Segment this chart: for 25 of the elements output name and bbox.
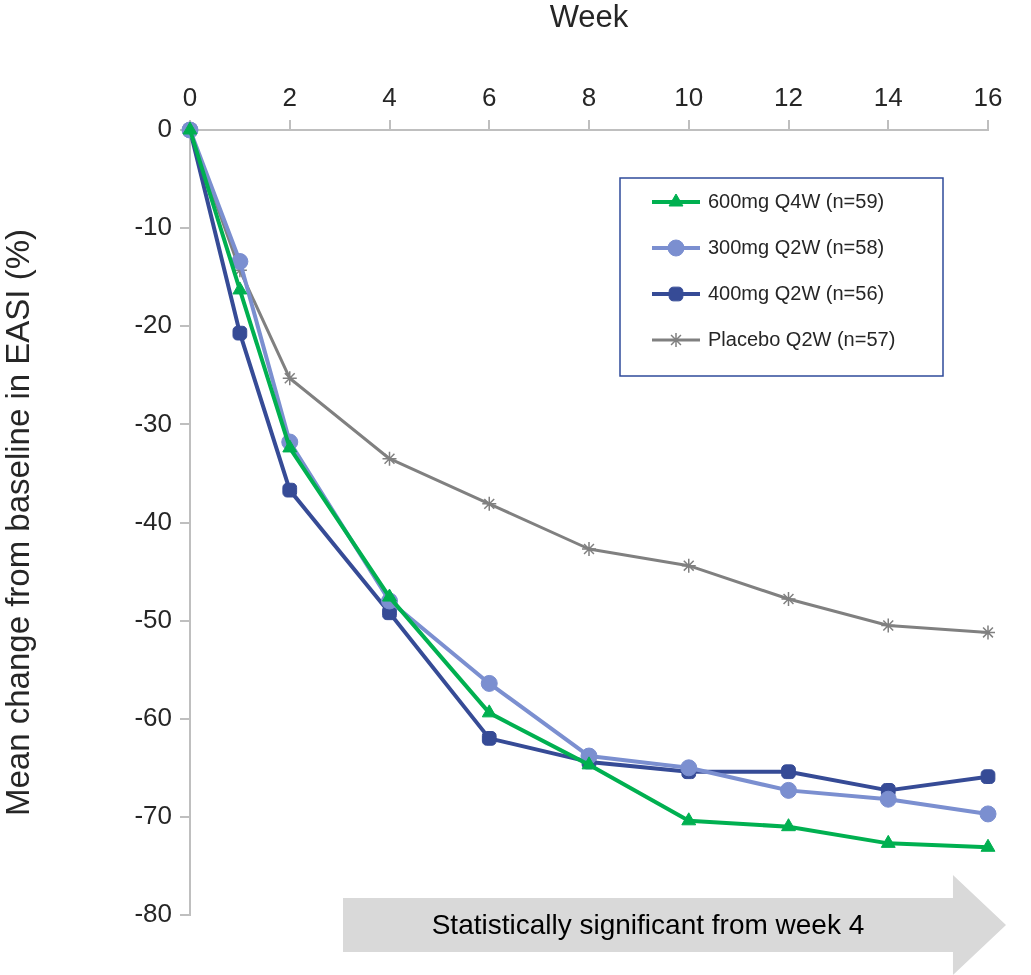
y-tick-label: -20 [134,309,172,340]
y-axis-title: Mean change from baseline in EASI (%) [0,229,36,816]
y-tick-label: 0 [157,113,172,144]
y-tick-label: -50 [134,603,172,634]
x-tick-label: 6 [482,81,497,112]
y-tick-label: -70 [134,800,172,831]
x-tick-label: 8 [581,81,597,112]
x-tick-label: 2 [282,81,297,112]
y-tick-label: -10 [134,211,172,242]
x-axis-title: Week [549,0,629,35]
x-tick-label: 4 [382,81,397,112]
x-tick-label: 0 [182,81,198,112]
y-tick-label: -60 [134,701,172,732]
legend-label: 400mg Q2W (n=56) [708,281,885,304]
legend-label: Placebo Q2W (n=57) [708,327,896,350]
y-tick-label: -30 [134,407,172,438]
x-tick-label: 12 [774,81,803,112]
legend-label: 300mg Q2W (n=58) [708,235,885,258]
x-tick-label: 10 [674,81,704,112]
y-tick-label: -40 [134,505,172,536]
y-tick-label: -80 [134,898,172,929]
x-tick-label: 14 [873,81,903,112]
legend-label: 600mg Q4W (n=59) [708,189,885,212]
annotation: Statistically significant from week 4 [430,908,866,942]
x-tick-label: 16 [973,81,1003,112]
